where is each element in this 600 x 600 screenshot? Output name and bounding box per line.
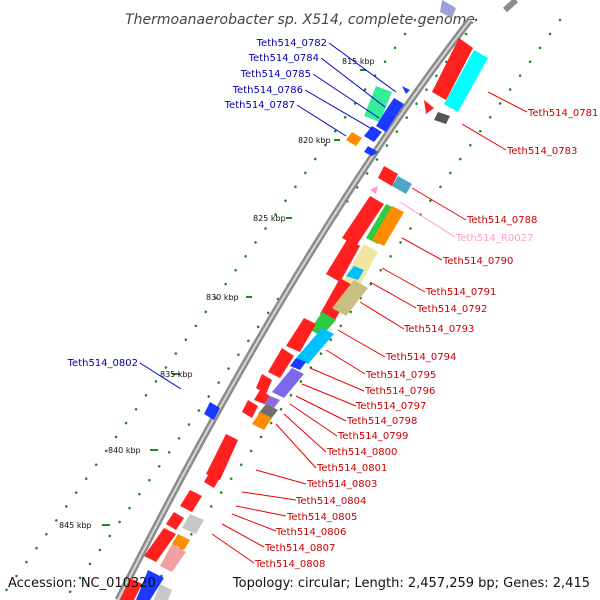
gene-block[interactable] (182, 514, 204, 534)
gene-label-rna[interactable]: Teth514_R0027 (455, 233, 533, 244)
gene-block[interactable] (342, 196, 384, 246)
gene-label-reverse[interactable]: Teth514_0790 (442, 256, 513, 267)
forward-gene-leaders (139, 42, 397, 390)
gene-block[interactable] (370, 186, 378, 194)
gene-block[interactable] (364, 126, 382, 142)
gene-block[interactable] (242, 400, 258, 418)
gene-label-reverse[interactable]: Teth514_0800 (326, 447, 397, 458)
reverse-gene-leaders (211, 91, 528, 564)
genome-summary: Topology: circular; Length: 2,457,259 bp… (232, 576, 590, 591)
gene-block[interactable] (320, 278, 354, 322)
gene-label-reverse[interactable]: Teth514_0792 (416, 304, 487, 315)
gene-label-forward[interactable]: Teth514_0784 (248, 53, 319, 64)
gene-label-reverse[interactable]: Teth514_0803 (306, 479, 377, 490)
tick-label: 830 kbp (206, 293, 239, 302)
gene-label-forward[interactable]: Teth514_0782 (256, 38, 327, 49)
gene-block[interactable] (144, 528, 176, 562)
gene-label-forward[interactable]: Teth514_0786 (232, 85, 303, 96)
gene-label-reverse[interactable]: Teth514_0804 (295, 496, 366, 507)
gene-block[interactable] (154, 584, 172, 600)
gene-block[interactable] (440, 0, 456, 18)
gene-block[interactable] (286, 318, 316, 352)
gene-label-reverse[interactable]: Teth514_0781 (527, 108, 598, 119)
gene-block[interactable] (290, 358, 306, 370)
gene-block[interactable] (256, 374, 272, 394)
gene-block[interactable] (444, 50, 488, 112)
gene-label-reverse[interactable]: Teth514_0794 (385, 352, 456, 363)
gene-label-reverse[interactable]: Teth514_0806 (275, 527, 346, 538)
gene-label-reverse[interactable]: Teth514_0796 (364, 386, 435, 397)
gene-label-reverse[interactable]: Teth514_0808 (254, 559, 325, 570)
map-title: Thermoanaerobacter sp. X514, complete ge… (125, 12, 475, 28)
gene-label-reverse[interactable]: Teth514_0795 (365, 370, 436, 381)
gene-label-reverse[interactable]: Teth514_0799 (337, 431, 408, 442)
gene-block[interactable] (160, 544, 186, 572)
gene-block[interactable] (364, 146, 378, 156)
rna-gene-leader (399, 201, 456, 238)
tick-label: 835 kbp (160, 370, 193, 379)
gene-label-reverse[interactable]: Teth514_0805 (286, 512, 357, 523)
gene-label-reverse[interactable]: Teth514_0793 (403, 324, 474, 335)
gene-block[interactable] (180, 490, 202, 512)
gene-label-forward[interactable]: Teth514_0785 (240, 69, 311, 80)
tick-label: 820 kbp (298, 136, 331, 145)
kbp-ticks (102, 69, 366, 526)
gene-label-reverse[interactable]: Teth514_0783 (506, 146, 577, 157)
gene-label-reverse[interactable]: Teth514_0791 (425, 287, 496, 298)
tick-label: 815 kbp (342, 57, 375, 66)
genome-backbone (114, 0, 519, 600)
gene-label-forward[interactable]: Teth514_0787 (224, 100, 295, 111)
accession-label: Accession: NC_010320 (8, 576, 156, 591)
gene-block[interactable] (346, 266, 364, 280)
gene-block[interactable] (172, 534, 190, 550)
gene-block[interactable] (136, 570, 164, 600)
tick-label: 825 kbp (253, 214, 286, 223)
gene-block[interactable] (272, 368, 304, 398)
gene-label-reverse[interactable]: Teth514_0798 (346, 416, 417, 427)
gene-block[interactable] (204, 468, 222, 488)
gene-block[interactable] (310, 312, 336, 336)
gene-block[interactable] (204, 402, 220, 420)
gene-block[interactable] (252, 412, 272, 430)
gene-label-reverse[interactable]: Teth514_0797 (355, 401, 426, 412)
gene-label-reverse[interactable]: Teth514_0788 (466, 215, 537, 226)
gene-label-reverse[interactable]: Teth514_0807 (264, 543, 335, 554)
gene-block[interactable] (386, 98, 404, 116)
gene-block[interactable] (378, 166, 398, 186)
gene-block[interactable] (166, 512, 184, 530)
tick-label: 840 kbp (108, 446, 141, 455)
gene-label-reverse[interactable]: Teth514_0801 (316, 463, 387, 474)
gene-block[interactable] (346, 132, 362, 146)
gene-block[interactable] (376, 110, 396, 132)
gene-block[interactable] (296, 328, 334, 364)
gene-block[interactable] (268, 348, 294, 378)
gene-block[interactable] (434, 112, 450, 124)
gene-block[interactable] (332, 280, 368, 316)
gene-block[interactable] (206, 434, 238, 480)
reverse-strand-features (120, 38, 488, 600)
gene-block[interactable] (392, 176, 412, 194)
gene-block[interactable] (120, 578, 142, 600)
gene-block[interactable] (432, 38, 473, 100)
gene-block[interactable] (342, 244, 378, 292)
tick-label: 845 kbp (59, 521, 92, 530)
gene-block[interactable] (402, 86, 410, 94)
gene-block[interactable] (326, 238, 360, 282)
gene-block[interactable] (424, 100, 434, 114)
gene-label-forward[interactable]: Teth514_0802 (67, 358, 138, 369)
gene-block[interactable] (254, 390, 270, 404)
gene-block[interactable] (372, 206, 404, 246)
